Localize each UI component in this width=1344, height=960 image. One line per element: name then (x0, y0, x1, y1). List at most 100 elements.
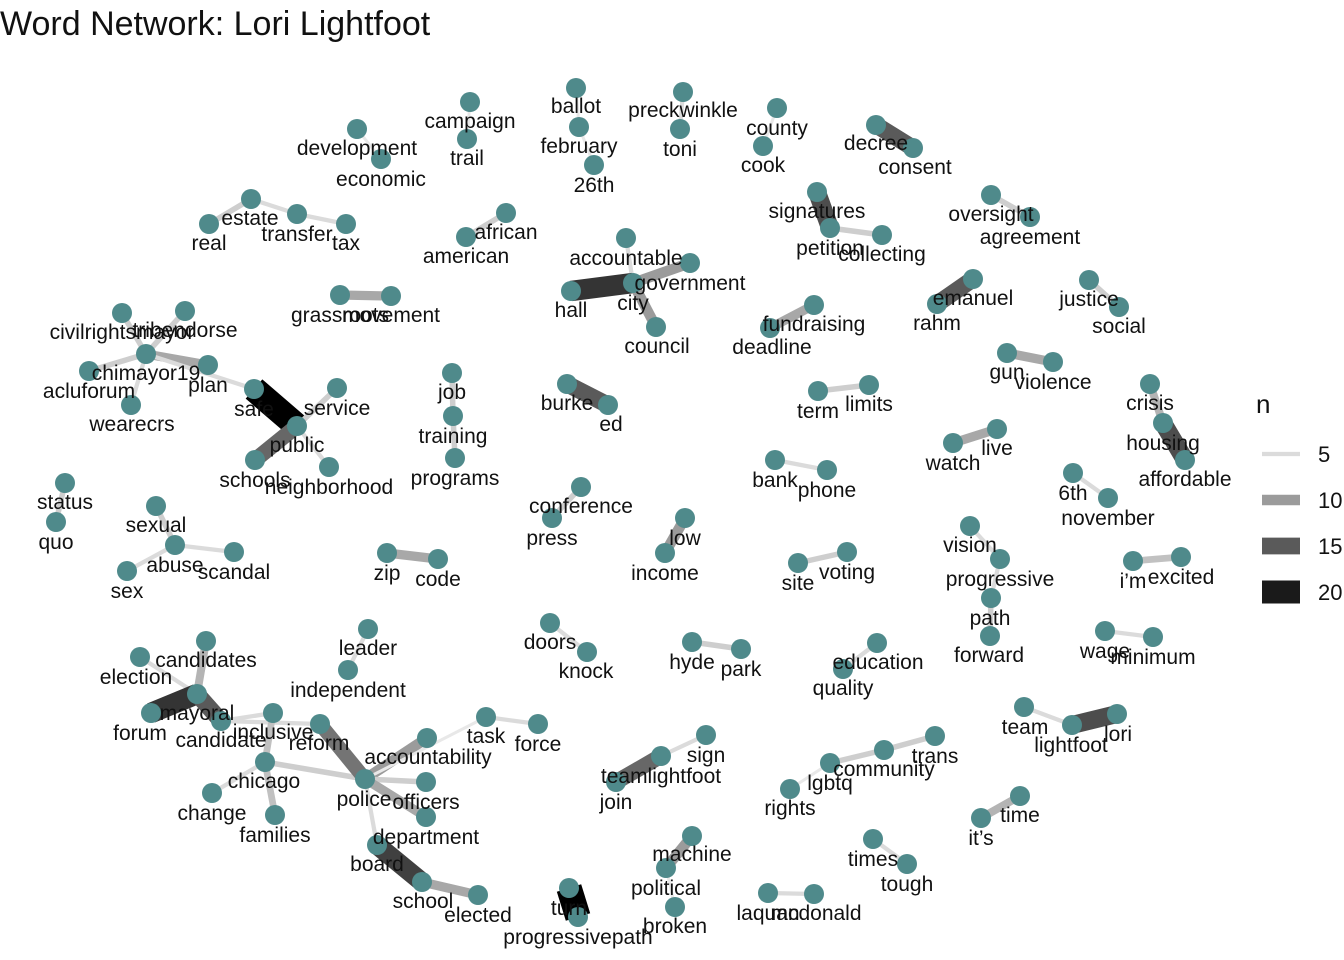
node-decree (866, 115, 886, 135)
node-emanuel (963, 269, 983, 289)
node-bank (765, 450, 785, 470)
node-tough (897, 854, 917, 874)
node-candidates (196, 631, 216, 651)
legend-label-15: 15 (1318, 534, 1342, 559)
node-label-toni: toni (663, 138, 697, 161)
node-mayoral (187, 684, 207, 704)
node-join (606, 772, 626, 792)
node-change (202, 783, 222, 803)
node-label-neighborhood: neighborhood (265, 476, 393, 499)
node-label-code: code (415, 568, 461, 591)
node-label-cook: cook (741, 154, 786, 177)
node-vision (960, 516, 980, 536)
node-machine (682, 826, 702, 846)
node-label-service: service (304, 397, 371, 420)
node-label-watch: watch (925, 452, 981, 475)
node-status (55, 473, 75, 493)
node-label-excited: excited (1148, 566, 1215, 589)
node-rights (780, 779, 800, 799)
node-label-26th: 26th (574, 174, 615, 197)
node-community (874, 740, 894, 760)
node-hyde (682, 632, 702, 652)
node-elected (468, 885, 488, 905)
node-label-rights: rights (764, 797, 815, 820)
node-label-task: task (467, 725, 506, 748)
node-label-quality: quality (813, 677, 874, 700)
node-label-accountable: accountable (569, 247, 682, 270)
node-label-live: live (981, 437, 1013, 460)
node-label-mayoral: mayoral (160, 702, 235, 725)
node-label-programs: programs (411, 467, 500, 490)
node-press (542, 508, 562, 528)
node-label-decree: decree (844, 132, 908, 155)
node-label-im: i’m (1120, 570, 1147, 593)
node-sign (696, 725, 716, 745)
edge-chicago-police (264, 759, 366, 782)
edge-chimayor19-safe (145, 351, 255, 392)
node-neighborhood (319, 457, 339, 477)
node-site (788, 553, 808, 573)
legend-label-5: 5 (1318, 442, 1330, 467)
node-programs (445, 448, 465, 468)
node-forum (141, 703, 161, 723)
node-label-chimayor19: chimayor19 (92, 362, 201, 385)
edge-hall-city (569, 272, 635, 302)
node-doors (540, 613, 560, 633)
node-label-teamlightfoot: teamlightfoot (601, 765, 721, 788)
node-label-chicago: chicago (228, 770, 300, 793)
node-department (416, 807, 436, 827)
node-label-council: council (624, 335, 689, 358)
node-excited (1171, 547, 1191, 567)
node-hall (561, 281, 581, 301)
node-label-knock: knock (559, 660, 614, 683)
edge-police-department (362, 775, 429, 821)
node-service (327, 378, 347, 398)
node-label-public: public (270, 434, 325, 457)
node-label-times: times (848, 848, 898, 871)
node-label-signatures: signatures (769, 200, 866, 223)
node-label-trail: trail (450, 147, 484, 170)
node-label-social: social (1092, 315, 1146, 338)
node-social (1109, 297, 1129, 317)
edge-police-board (362, 778, 380, 846)
node-label-safe: safe (234, 398, 274, 421)
node-task (476, 707, 496, 727)
node-label-preckwinkle: preckwinkle (628, 99, 738, 122)
node-label-violence: violence (1014, 371, 1091, 394)
node-label-path: path (970, 607, 1011, 630)
edge-task-police (364, 715, 487, 781)
node-label-hyde: hyde (669, 651, 715, 674)
node-label-collecting: collecting (838, 243, 926, 266)
node-label-its: it’s (968, 827, 993, 850)
node-officers (416, 772, 436, 792)
node-force (528, 714, 548, 734)
node-label-gun: gun (989, 361, 1024, 384)
node-accountable (616, 228, 636, 248)
node-minimum (1143, 627, 1163, 647)
node-grassroots (330, 285, 350, 305)
node-teamlightfoot (651, 746, 671, 766)
node-label-phone: phone (798, 479, 856, 502)
node-schools (245, 450, 265, 470)
node-label-grassroots: grassroots (291, 304, 389, 327)
node-label-candidates: candidates (155, 649, 257, 672)
node-label-civilrightsmayor: civilrightsmayor (50, 321, 195, 344)
node-label-families: families (239, 824, 310, 847)
node-label-lori: lori (1104, 723, 1132, 746)
node-real (199, 214, 219, 234)
node-label-trans: trans (912, 745, 959, 768)
node-safe (244, 379, 264, 399)
node-label-officers: officers (392, 791, 459, 814)
node-plan (198, 355, 218, 375)
legend-label-20: 20 (1318, 580, 1342, 605)
node-independent (338, 660, 358, 680)
node-forward (980, 626, 1000, 646)
node-abuse (165, 535, 185, 555)
node-label-team: team (1002, 716, 1049, 739)
node-park (731, 639, 751, 659)
node-label-development: development (297, 137, 417, 160)
node-families (265, 805, 285, 825)
node-consent (903, 138, 923, 158)
node-tribendorse (175, 301, 195, 321)
node-income (655, 543, 675, 563)
